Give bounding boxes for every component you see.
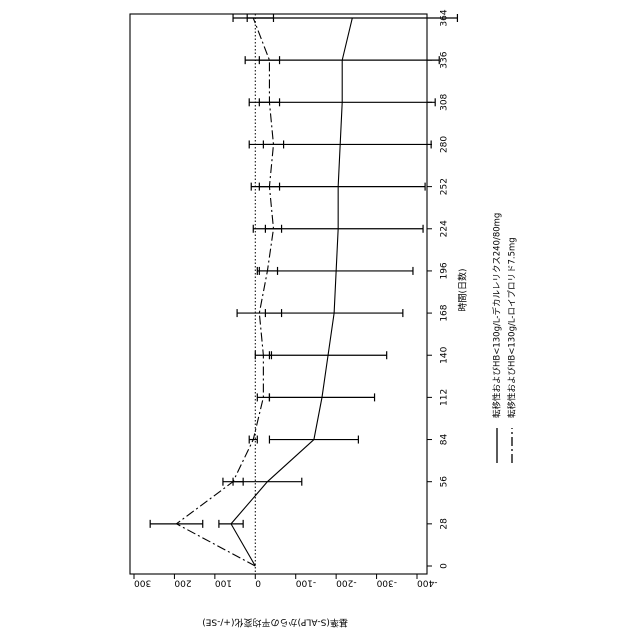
y-tick-label: 100 [215, 578, 232, 588]
x-tick-label: 140 [440, 346, 450, 363]
y-tick-label: 200 [174, 578, 191, 588]
y-tick-label: -100 [295, 578, 316, 588]
x-tick-label: 168 [440, 304, 450, 321]
y-axis-title: 基準(S-ALP)からの平均変化(+/-SE) [202, 617, 348, 629]
series-1 [219, 14, 458, 566]
x-tick-label: 0 [440, 563, 450, 569]
y-tick-label: 0 [255, 578, 261, 588]
plot-frame [130, 14, 427, 574]
x-tick-label: 308 [440, 93, 450, 110]
legend-label: 転移性およびHB<130g/L-デカルレリクス240/80mg [492, 213, 503, 418]
x-tick-label: 252 [440, 178, 450, 195]
y-tick-label: 300 [134, 578, 151, 588]
series-layer [150, 14, 457, 566]
x-tick-label: 336 [440, 51, 450, 68]
x-tick-label: 280 [440, 136, 450, 153]
legend: 転移性およびHB<130g/L-デカルレリクス240/80mg 転移性およびHB<… [492, 213, 518, 463]
series-2 [150, 14, 283, 566]
x-tick-label: 28 [440, 518, 450, 530]
y-tick-label: -400 [417, 578, 438, 588]
x-tick-label: 112 [440, 389, 450, 406]
legend-label: 転移性およびHB<130g/L-ロイプロリド7.5mg [507, 237, 518, 418]
ticks-layer: 300 200 100 0 -100 -200 -300 -400 0 28 56 84 112 140 1… [134, 9, 450, 587]
y-tick-label: -300 [376, 578, 397, 588]
x-axis-title: 時間(日数) [457, 268, 469, 311]
x-tick-label: 56 [440, 476, 450, 488]
x-tick-label: 196 [440, 262, 450, 279]
x-tick-label: 224 [440, 220, 450, 237]
x-tick-label: 84 [440, 434, 450, 446]
y-tick-label: -200 [336, 578, 357, 588]
